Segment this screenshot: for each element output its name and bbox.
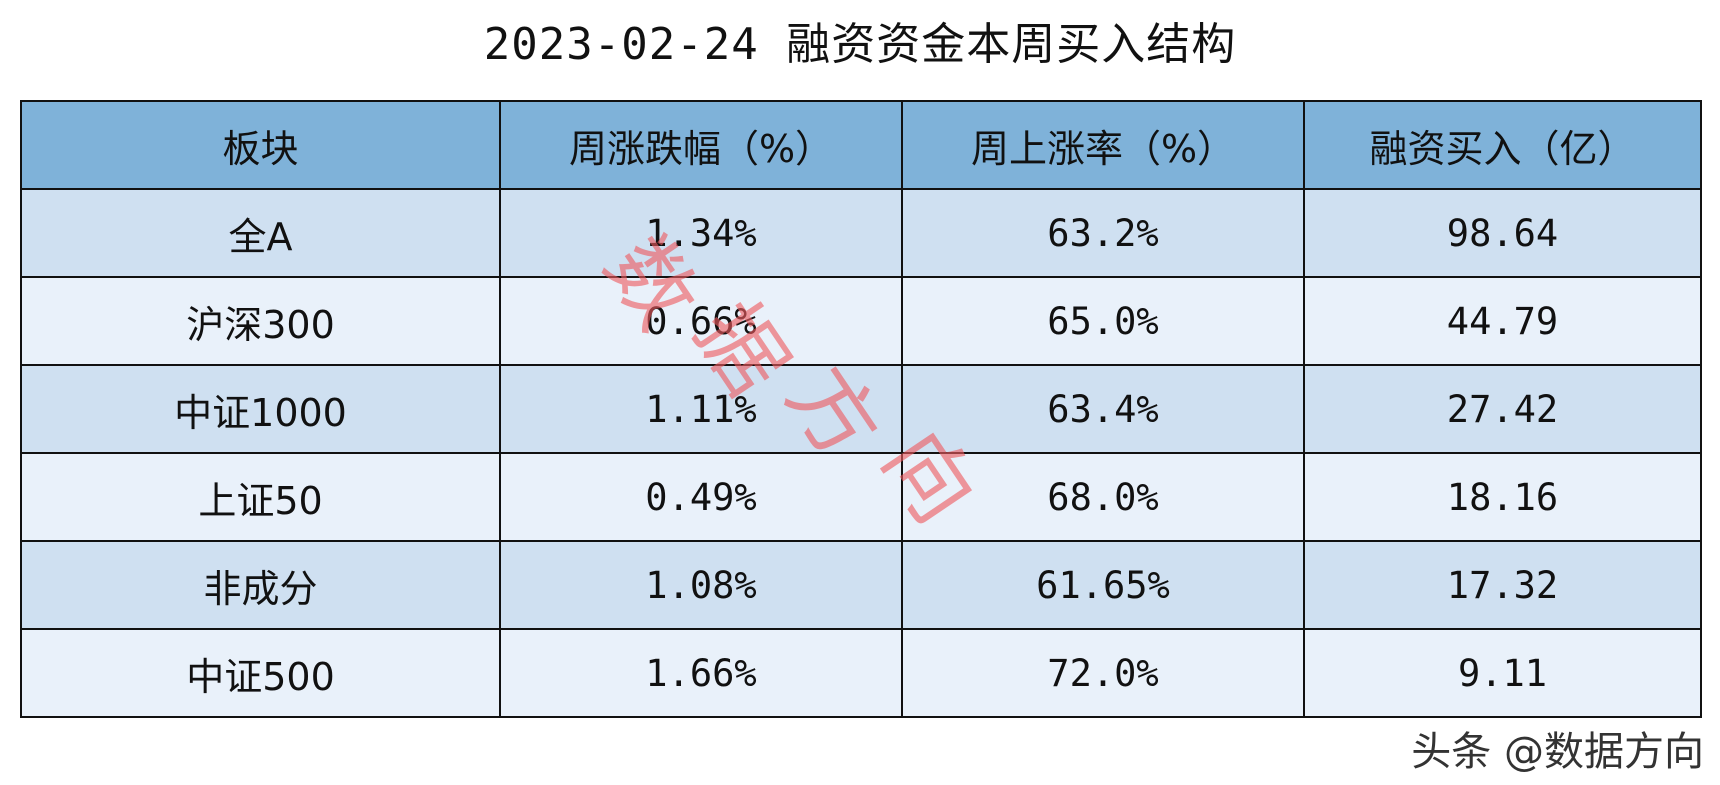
sector-cell: 上证50 [20,452,501,542]
table-row: 非成分 1.08% 61.65% 17.32 [20,540,1702,630]
column-header-weekly-change: 周涨跌幅（%） [499,100,903,190]
margin-buy-cell: 18.16 [1303,452,1702,542]
data-table: 板块 周涨跌幅（%） 周上涨率（%） 融资买入（亿） 全A 1.34% 63.2… [20,100,1702,718]
chart-title: 2023-02-24 融资资金本周买入结构 [483,19,1237,70]
column-header-margin-buy: 融资买入（亿） [1303,100,1702,190]
weekly-rise-rate-cell: 63.2% [901,188,1305,278]
weekly-rise-rate-cell: 63.4% [901,364,1305,454]
weekly-rise-rate-cell: 65.0% [901,276,1305,366]
weekly-rise-rate-cell: 68.0% [901,452,1305,542]
weekly-change-cell: 0.66% [499,276,903,366]
column-header-weekly-rise-rate: 周上涨率（%） [901,100,1305,190]
weekly-change-cell: 1.11% [499,364,903,454]
sector-cell: 沪深300 [20,276,501,366]
weekly-change-cell: 1.66% [499,628,903,718]
weekly-change-cell: 0.49% [499,452,903,542]
table-row: 中证1000 1.11% 63.4% 27.42 [20,364,1702,454]
table-header-row: 板块 周涨跌幅（%） 周上涨率（%） 融资买入（亿） [20,100,1702,190]
table-row: 全A 1.34% 63.2% 98.64 [20,188,1702,278]
table-row: 沪深300 0.66% 65.0% 44.79 [20,276,1702,366]
margin-buy-cell: 17.32 [1303,540,1702,630]
sector-cell: 全A [20,188,501,278]
margin-buy-cell: 9.11 [1303,628,1702,718]
margin-buy-cell: 44.79 [1303,276,1702,366]
weekly-change-cell: 1.34% [499,188,903,278]
sector-cell: 非成分 [20,540,501,630]
footer-watermark: 头条 @数据方向 [1411,729,1704,775]
sector-cell: 中证500 [20,628,501,718]
weekly-change-cell: 1.08% [499,540,903,630]
weekly-rise-rate-cell: 61.65% [901,540,1305,630]
table-row: 上证50 0.49% 68.0% 18.16 [20,452,1702,542]
table-row: 中证500 1.66% 72.0% 9.11 [20,628,1702,718]
sector-cell: 中证1000 [20,364,501,454]
margin-buy-cell: 98.64 [1303,188,1702,278]
weekly-rise-rate-cell: 72.0% [901,628,1305,718]
margin-buy-cell: 27.42 [1303,364,1702,454]
column-header-sector: 板块 [20,100,501,190]
